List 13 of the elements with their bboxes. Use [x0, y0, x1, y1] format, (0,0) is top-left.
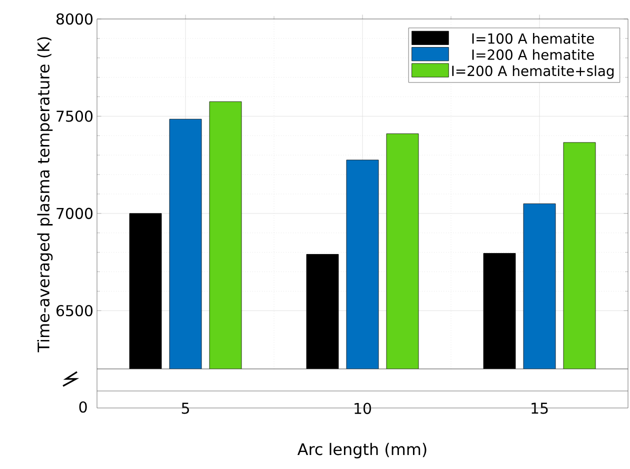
y-tick-label: 6500	[56, 305, 92, 316]
x-tick-label: 15	[532, 402, 548, 414]
legend-label: I=200 A hematite+slag	[452, 65, 614, 79]
x-tick-label: 5	[182, 402, 189, 414]
x-axis-title: Arc length (mm)	[297, 442, 426, 458]
y-axis-title: Time-averaged plasma temperature (K)	[37, 37, 53, 352]
y-tick-label: 7000	[56, 208, 92, 220]
x-tick-label: 10	[354, 402, 372, 414]
y-tick-label: 8000	[56, 13, 92, 25]
text: 0	[79, 401, 87, 413]
legend-label: I=100 A hematite	[472, 33, 594, 44]
y-tick-label: 7500	[56, 110, 92, 122]
legend-label: I=200 A hematite	[472, 49, 594, 60]
